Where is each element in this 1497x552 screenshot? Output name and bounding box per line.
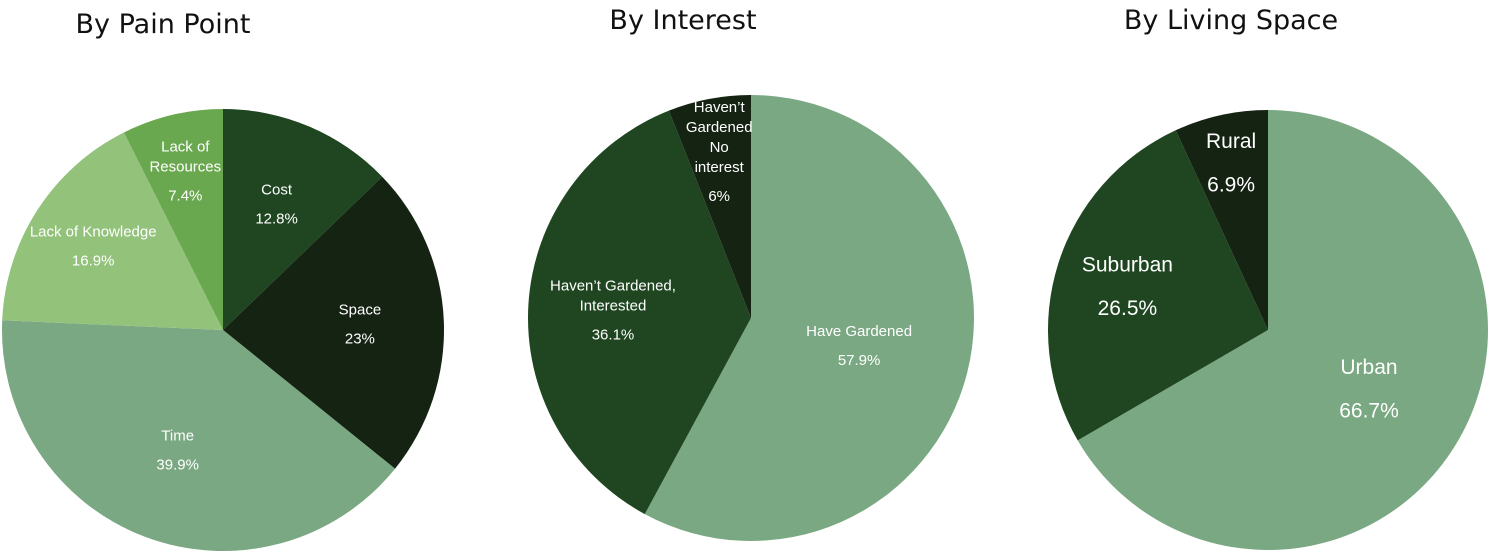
slice-label-group: Rural 6.9%: [1206, 130, 1256, 197]
pie-slice-suburban: [1047, 130, 1268, 441]
slice-label-group: Haven’t Gardened, Interested 36.1%: [550, 277, 676, 343]
slice-label: Interested: [580, 297, 647, 314]
slice-label: Urban: [1340, 356, 1397, 379]
slice-value-label: 39.9%: [156, 456, 199, 473]
pie-slice-haven-t-gardened-interested: [527, 110, 751, 515]
chart-title: By Living Space: [1124, 5, 1338, 36]
slice-value-label: 7.4%: [168, 187, 202, 204]
slice-value-label: 23%: [345, 331, 375, 348]
slice-label: Space: [339, 302, 382, 319]
slice-label-group: Lack of Knowledge 16.9%: [30, 223, 157, 269]
slice-label-group: Haven’t Gardened No interest 6%: [686, 99, 753, 205]
slice-label: Suburban: [1082, 253, 1173, 276]
slice-label-group: Lack of Resources 7.4%: [149, 138, 221, 204]
slice-value-label: 16.9%: [72, 252, 115, 269]
slice-value-label: 26.5%: [1098, 297, 1158, 320]
slice-value-label: 6%: [708, 188, 730, 205]
chart-by-pain-point: By Pain Point Cost 12.8% Space 23% Time 39.9%…: [1, 9, 445, 552]
slice-label: No: [710, 139, 729, 156]
pie-slice-urban: [1077, 110, 1488, 550]
slice-label: Rural: [1206, 130, 1256, 153]
slice-label: Resources: [149, 158, 221, 175]
slice-label: Time: [161, 427, 194, 444]
pie-slice-time: [1, 320, 396, 552]
slice-label-group: Space 23%: [339, 302, 382, 348]
slice-label-group: Suburban 26.5%: [1082, 253, 1173, 320]
slice-label: Lack of Knowledge: [30, 223, 157, 240]
slice-value-label: 6.9%: [1207, 174, 1255, 197]
slice-value-label: 66.7%: [1339, 399, 1399, 422]
chart-by-living-space: By Living Space Urban 66.7% Suburban 26.5% R…: [1047, 5, 1488, 550]
slice-label: Cost: [261, 181, 293, 198]
slice-label-group: Have Gardened 57.9%: [806, 323, 912, 369]
slice-value-label: 57.9%: [838, 352, 881, 369]
pie-slice-rural: [1175, 110, 1268, 330]
slice-label-group: Cost 12.8%: [255, 181, 298, 227]
slice-label-group: Urban 66.7%: [1339, 356, 1399, 423]
slice-label: Haven’t: [694, 99, 746, 116]
slice-label: Have Gardened: [806, 323, 912, 340]
pie-slice-haven-t-gardened-no-interest: [668, 95, 751, 318]
pie-slice-cost: [223, 108, 383, 330]
chart-by-interest: By Interest Have Gardened 57.9% Haven’t Ga…: [527, 5, 974, 541]
slice-label: interest: [695, 159, 745, 176]
slice-label: Lack of: [161, 138, 210, 155]
chart-title: By Interest: [609, 5, 756, 36]
pie-slice-space: [223, 176, 445, 469]
pie-slice-have-gardened: [644, 95, 974, 541]
slice-label: Haven’t Gardened,: [550, 277, 676, 294]
slice-label: Gardened: [686, 119, 753, 136]
chart-title: By Pain Point: [76, 9, 251, 40]
pie-slice-lack-of-resources: [123, 109, 223, 330]
slice-label-group: Time 39.9%: [156, 427, 199, 473]
slice-value-label: 36.1%: [592, 326, 635, 343]
pie-slice-lack-of-knowledge: [2, 132, 223, 330]
slice-value-label: 12.8%: [255, 210, 298, 227]
